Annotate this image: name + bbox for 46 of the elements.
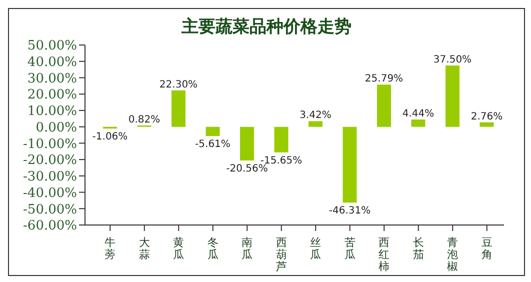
data-label: 4.44% <box>402 108 434 120</box>
x-tick-label: 冬瓜 <box>207 236 218 261</box>
x-tick-label: 黄瓜 <box>173 236 184 261</box>
x-tick-label: 西红柿 <box>378 236 390 273</box>
bar <box>480 122 494 127</box>
data-label: 22.30% <box>159 79 198 90</box>
data-label: -5.61% <box>195 139 230 150</box>
x-tick-label: 青泡椒 <box>447 236 458 273</box>
y-tick-label: -20.00% <box>23 153 77 168</box>
data-label: 0.82% <box>128 114 160 126</box>
x-tick-label: 长茄 <box>412 236 424 261</box>
data-label: 3.42% <box>300 110 332 122</box>
bar <box>446 65 460 127</box>
x-tick-label: 西葫芦 <box>276 236 287 273</box>
y-tick-label: 10.00% <box>27 104 77 120</box>
bar <box>342 126 357 203</box>
chart-title: 主要蔬菜品种价格走势 <box>180 16 352 39</box>
y-tick-label: -50.00% <box>23 202 77 218</box>
y-tick-label: 40.00% <box>27 54 77 70</box>
x-tick-label: 牛蒡 <box>104 236 116 261</box>
bar <box>377 84 391 127</box>
x-tick-label: 南瓜 <box>242 236 253 261</box>
bar <box>206 126 220 136</box>
y-tick-label: 50.00% <box>27 38 77 54</box>
data-label: 37.50% <box>433 54 472 66</box>
y-tick-label: -60.00% <box>23 218 77 234</box>
x-tick-label: 苦瓜 <box>344 236 356 261</box>
x-tick-label: 豆角 <box>481 236 492 261</box>
data-label: -20.56% <box>226 163 268 174</box>
bar <box>240 126 254 160</box>
data-label: -1.06% <box>92 132 128 143</box>
y-tick-label: 30.00% <box>27 71 77 86</box>
bar <box>308 121 322 127</box>
data-label: -46.31% <box>328 206 371 217</box>
y-tick-label: 0.00% <box>36 120 77 136</box>
y-tick-label: -30.00% <box>23 170 77 185</box>
y-tick-label: -10.00% <box>23 136 77 152</box>
x-tick-label: 丝瓜 <box>310 236 322 261</box>
y-tick-label: 20.00% <box>27 88 77 103</box>
bar <box>411 120 426 127</box>
bar <box>274 126 288 152</box>
x-tick-label: 大蒜 <box>138 236 150 261</box>
y-tick-label: -40.00% <box>23 186 77 201</box>
data-label: 2.76% <box>470 111 503 122</box>
data-label: 25.79% <box>364 74 404 85</box>
bar <box>172 90 186 127</box>
